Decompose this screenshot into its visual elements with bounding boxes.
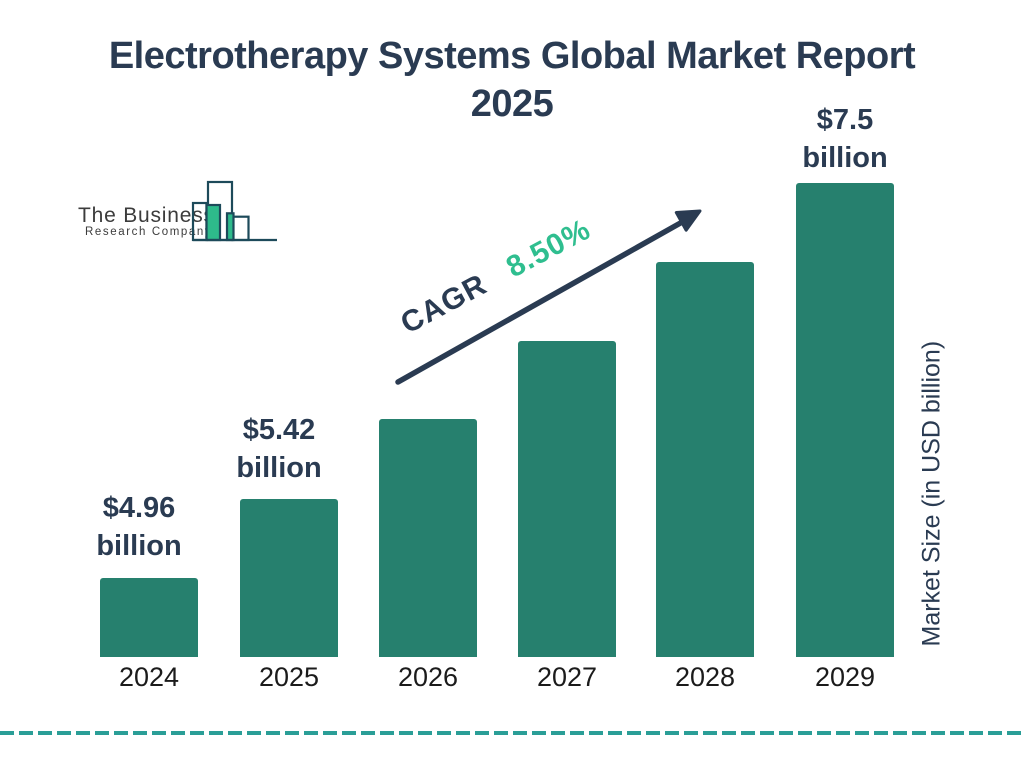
bar-2025 (240, 499, 338, 657)
value-label-2024-amount: $4.96 (102, 492, 176, 524)
bar-2026 (379, 419, 477, 657)
cagr-annotation: CAGR 8.50% (351, 189, 641, 365)
cagr-value: 8.50% (501, 212, 597, 285)
bar-2028 (656, 262, 754, 657)
cagr-label: CAGR (395, 267, 493, 341)
value-label-2024-unit: billion (96, 530, 182, 562)
x-axis-label-2029: 2029 (814, 662, 876, 692)
x-axis-label-2025: 2025 (258, 662, 320, 692)
value-label-2024: $4.96 billion (79, 489, 199, 565)
bar-2027 (518, 341, 616, 657)
y-axis-title: Market Size (in USD billion) (917, 340, 946, 647)
company-logo: The Business Research Company (75, 175, 290, 247)
value-label-2025: $5.42 billion (219, 411, 339, 487)
page-title: Electrotherapy Systems Global Market Rep… (0, 32, 1024, 128)
value-label-2025-amount: $5.42 (242, 414, 316, 446)
company-logo-subname: Research Company (85, 226, 213, 238)
page-title-line1: Electrotherapy Systems Global Market Rep… (108, 35, 916, 77)
company-logo-name: The Business (78, 204, 215, 227)
page-title-line2: 2025 (470, 83, 554, 125)
x-axis-label-2026: 2026 (397, 662, 459, 692)
value-label-2029-unit: billion (802, 142, 888, 174)
x-axis-label-2024: 2024 (118, 662, 180, 692)
x-axis-label-2028: 2028 (674, 662, 736, 692)
bar-2024 (100, 578, 198, 657)
x-axis-label-2027: 2027 (536, 662, 598, 692)
value-label-2029: $7.5 billion (785, 101, 905, 177)
value-label-2029-amount: $7.5 (816, 104, 874, 136)
bar-2029 (796, 183, 894, 657)
bar-chart-skyline-icon (191, 180, 277, 242)
value-label-2025-unit: billion (236, 452, 322, 484)
